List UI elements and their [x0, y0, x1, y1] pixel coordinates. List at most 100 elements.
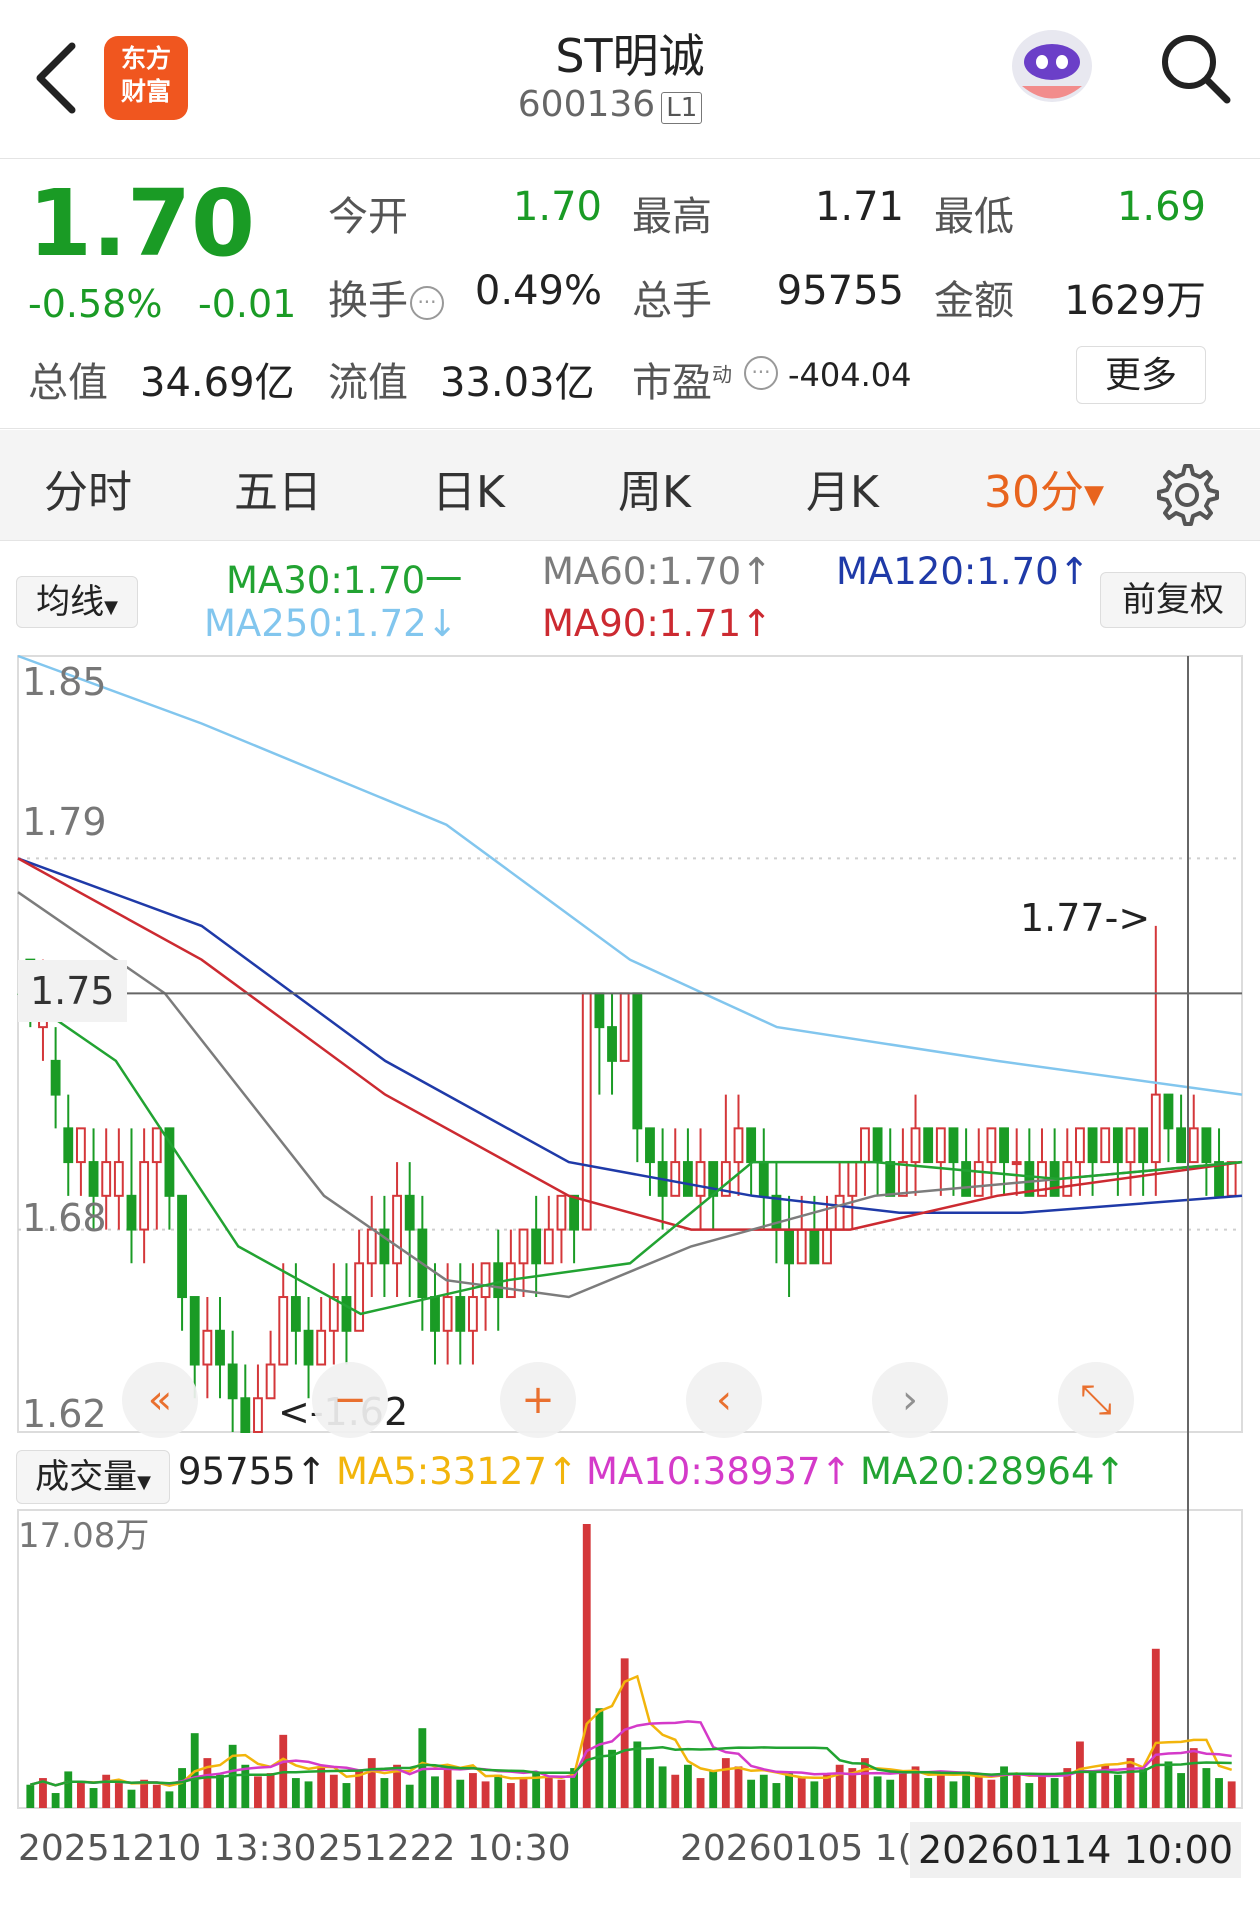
volume-bar	[89, 1788, 98, 1808]
tab-daily[interactable]: 日K	[432, 467, 505, 518]
candle-body	[645, 1127, 655, 1164]
candle-body	[518, 1228, 529, 1265]
volume-bar	[1189, 1748, 1198, 1808]
candle-body	[632, 992, 643, 1130]
volume-bar	[26, 1784, 35, 1808]
candle-body	[986, 1127, 997, 1164]
zoom-out-icon[interactable]: −	[312, 1362, 388, 1438]
more-button[interactable]: 更多	[1076, 346, 1206, 404]
tab-30min[interactable]: 30分▼	[984, 456, 1104, 520]
ma120-line	[17, 857, 1243, 1214]
ma30-line	[17, 992, 1243, 1316]
candle-body	[240, 1397, 251, 1433]
volume-bar	[987, 1779, 996, 1808]
volume-bar	[291, 1778, 300, 1808]
candle-body	[253, 1397, 263, 1433]
zoom-in-icon[interactable]: +	[500, 1362, 576, 1438]
candle-body	[215, 1329, 225, 1366]
price-tick-5: 1.62	[22, 1392, 107, 1436]
volume-bar	[633, 1741, 642, 1808]
candle-body	[354, 1262, 365, 1332]
candle-body	[164, 1127, 175, 1197]
kline-chart[interactable]	[0, 648, 1260, 1916]
volume-bar	[810, 1781, 819, 1808]
candle-body	[392, 1194, 402, 1265]
candle-body	[885, 1161, 896, 1197]
candle-body	[101, 1161, 112, 1197]
total-value-label: 总值	[28, 360, 108, 406]
volume-bar	[127, 1789, 136, 1808]
candle-body	[948, 1127, 959, 1164]
eastmoney-logo[interactable]: 东方 财富	[104, 36, 188, 120]
volume-bar	[266, 1773, 275, 1808]
tab-weekly[interactable]: 周K	[618, 467, 691, 518]
search-icon[interactable]	[1155, 28, 1235, 108]
candle-body	[619, 992, 630, 1062]
candle-body	[113, 1161, 124, 1197]
tab-monthly[interactable]: 月K	[806, 467, 879, 518]
amount-value: 1629万	[1064, 278, 1206, 324]
adjust-button[interactable]: 前复权	[1100, 572, 1246, 628]
candle-body	[151, 1127, 162, 1164]
crosshair-price-label: 1.75	[18, 960, 127, 1022]
volume-bar	[203, 1758, 212, 1808]
logo-text-2: 财富	[120, 77, 171, 106]
candle-body	[809, 1228, 820, 1265]
info-icon[interactable]: ···	[410, 286, 444, 320]
volume-bar	[443, 1769, 452, 1808]
volume-bar	[342, 1783, 351, 1808]
volume-bar	[949, 1781, 958, 1808]
volume-bar	[582, 1524, 591, 1808]
gear-icon[interactable]	[1150, 458, 1220, 528]
tab-intraday[interactable]: 分时	[44, 467, 132, 518]
candle-body	[758, 1161, 769, 1197]
ma-selector[interactable]: 均线▼	[16, 576, 138, 628]
volume-bar	[254, 1776, 262, 1808]
candle-body	[999, 1127, 1009, 1164]
volume-bar	[481, 1781, 490, 1808]
scroll-right-icon[interactable]: ›	[872, 1362, 948, 1438]
volume-bar	[974, 1776, 983, 1808]
period-tabs: 分时 五日 日K 周K 月K 30分▼	[0, 430, 1260, 541]
indicator-selector[interactable]: 成交量▼	[16, 1450, 170, 1504]
candle-body	[1112, 1127, 1123, 1164]
volume-bar	[696, 1778, 705, 1808]
back-icon[interactable]	[30, 38, 90, 118]
turnover-label-text: 换手	[328, 278, 408, 324]
volume-bar	[114, 1783, 123, 1808]
pe-label: 市盈动	[632, 350, 732, 408]
app-header	[0, 0, 1260, 159]
volume-bar	[646, 1758, 654, 1808]
ma250-line	[17, 654, 1243, 1096]
pe-info-icon[interactable]: ···	[744, 356, 778, 390]
candle-body	[88, 1161, 99, 1197]
candle-body	[531, 1228, 542, 1265]
volume-bar	[241, 1764, 250, 1808]
scroll-far-left-icon[interactable]: «	[122, 1362, 198, 1438]
volume-bar	[861, 1758, 869, 1808]
candle-body	[961, 1161, 972, 1197]
tab-five-day[interactable]: 五日	[234, 467, 322, 518]
candle-body	[556, 1194, 567, 1231]
candle-body	[1011, 1161, 1022, 1166]
volume-bar	[140, 1779, 149, 1808]
scroll-left-icon[interactable]: ‹	[686, 1362, 762, 1438]
candle-body	[189, 1296, 200, 1366]
robot-assistant-icon[interactable]	[1002, 16, 1102, 112]
volume-bar	[785, 1771, 793, 1808]
stock-name: ST明诚	[555, 29, 705, 83]
candle-body	[442, 1296, 453, 1332]
volume-label: 总手	[632, 278, 712, 324]
candle-body	[822, 1228, 832, 1265]
x-label-3: 20260105 1(	[680, 1828, 912, 1869]
volume-bar	[924, 1778, 933, 1808]
candle-body	[316, 1329, 327, 1366]
candle-body	[733, 1127, 744, 1164]
vol-ma5-label: MA5:33127↑	[336, 1450, 578, 1493]
volume-bar	[532, 1771, 541, 1808]
fullscreen-icon[interactable]: ⤡	[1058, 1362, 1134, 1438]
candle-body	[455, 1296, 466, 1332]
volume-ma20-line	[29, 1746, 1232, 1787]
volume-bar	[1012, 1773, 1021, 1808]
stock-code: 600136 L1	[490, 84, 730, 125]
